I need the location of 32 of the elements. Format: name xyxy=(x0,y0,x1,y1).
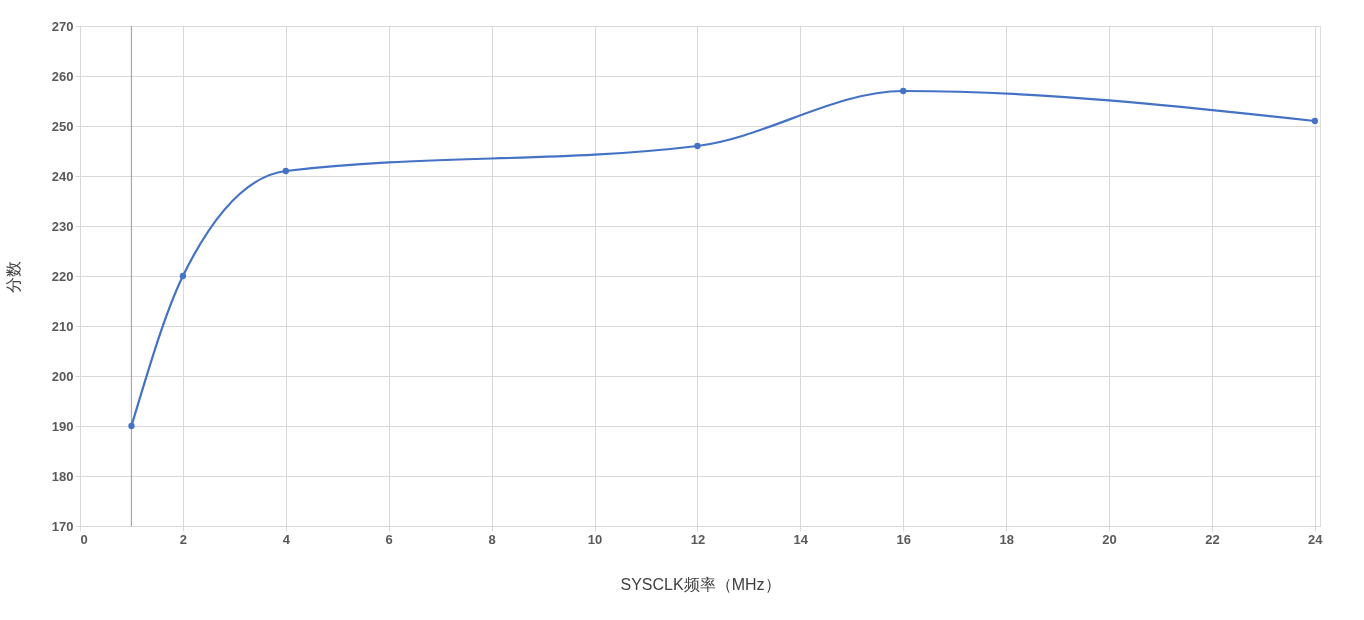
y-tick-label: 190 xyxy=(51,418,74,434)
y-tick-label: 250 xyxy=(51,118,74,134)
point xyxy=(694,142,701,150)
x-tick-label: 6 xyxy=(385,531,393,547)
x-tick-label: 24 xyxy=(1308,531,1324,547)
y-axis-title: 分数 xyxy=(4,260,22,293)
x-axis-title: SYSCLK频率（MHz） xyxy=(620,575,781,593)
x-tick-label: 22 xyxy=(1205,531,1220,547)
x-tick-label: 10 xyxy=(587,531,603,547)
y-tick-label: 200 xyxy=(51,368,74,384)
x-tick-label: 14 xyxy=(793,531,809,547)
y-tick-label: 180 xyxy=(51,468,74,484)
x-tick-label: 20 xyxy=(1102,531,1117,547)
y-tick-label: 240 xyxy=(51,168,74,184)
y-tick-label: 170 xyxy=(51,518,74,534)
y-tick-label: 270 xyxy=(51,18,74,34)
x-tick-label: 0 xyxy=(80,531,88,547)
point xyxy=(179,272,187,280)
x-tick-label: 12 xyxy=(690,531,706,547)
y-tick-label: 230 xyxy=(51,218,74,234)
y-tick-label: 260 xyxy=(51,68,74,84)
point xyxy=(1311,117,1319,125)
x-tick-label: 18 xyxy=(999,531,1014,547)
x-tick-label: 2 xyxy=(179,531,188,547)
y-tick-label: 220 xyxy=(51,268,74,284)
point xyxy=(900,87,907,95)
x-tick-label: 16 xyxy=(896,531,911,547)
y-tick-label: 210 xyxy=(51,318,74,334)
x-tick-label: 4 xyxy=(282,531,291,547)
point xyxy=(282,167,289,175)
x-tick-label: 8 xyxy=(488,531,496,547)
point xyxy=(128,422,135,430)
